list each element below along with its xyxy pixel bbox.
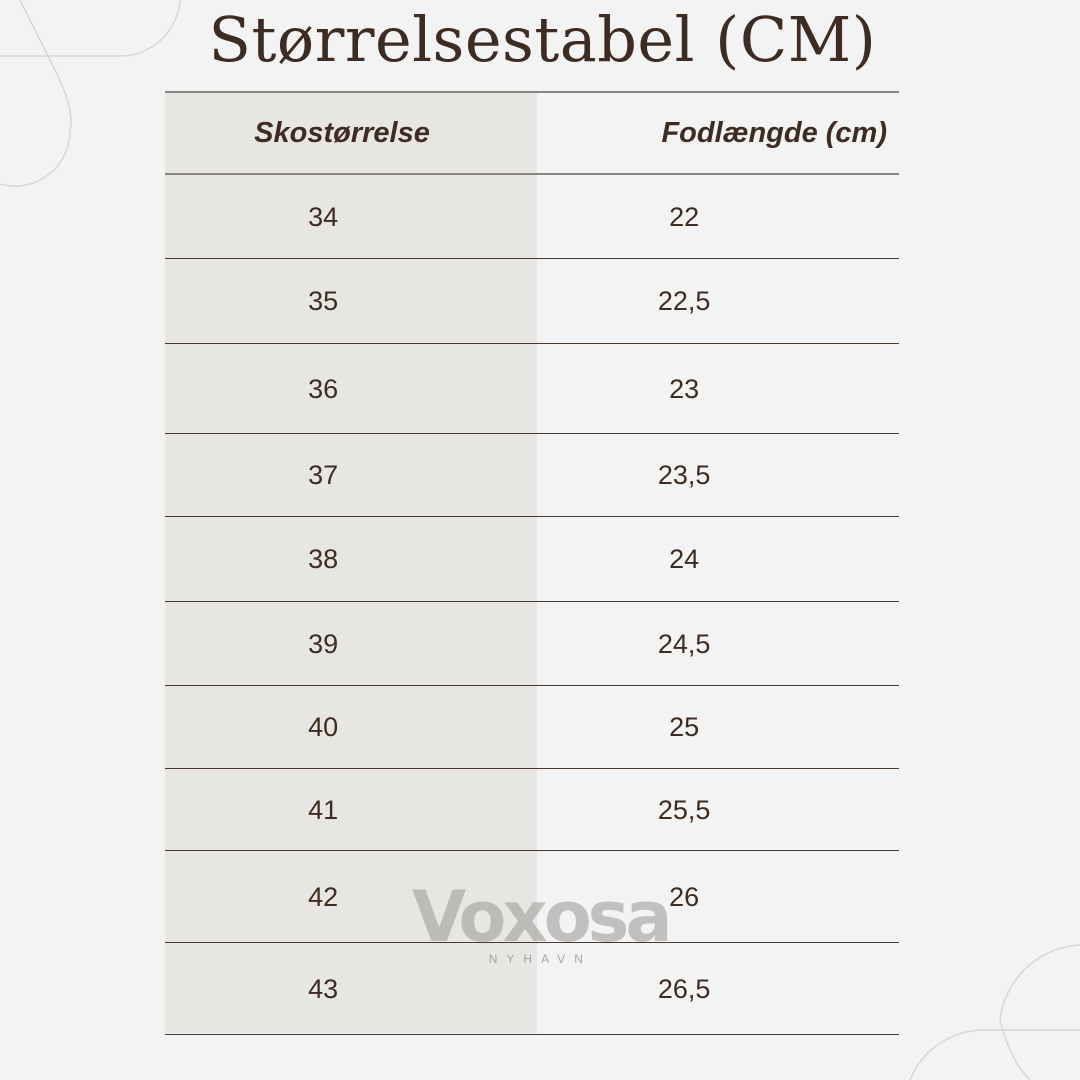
shoe-size-cell: 40 <box>165 686 481 768</box>
table-row: 35 22,5 <box>165 259 899 344</box>
table-row: 40 25 <box>165 686 899 769</box>
shoe-size-cell: 43 <box>165 943 481 1034</box>
foot-length-value: 26,5 <box>657 973 711 1004</box>
foot-length-value: 23,5 <box>657 460 711 490</box>
table-row: 36 23 <box>165 344 899 434</box>
foot-length-value: 24,5 <box>657 628 711 659</box>
shoe-size-value: 43 <box>308 973 339 1004</box>
foot-length-cell: 22,5 <box>469 259 899 343</box>
table-row: 42 26 <box>165 851 899 943</box>
foot-length-value: 22 <box>669 201 700 232</box>
foot-length-cell: 24,5 <box>469 602 899 685</box>
table-row: 38 24 <box>165 517 899 602</box>
brand-watermark: Voxosa NYHAVN <box>412 876 673 966</box>
shoe-size-value: 41 <box>308 794 339 825</box>
watermark-brand: Voxosa <box>412 876 673 958</box>
foot-length-value: 25 <box>669 712 700 742</box>
table-row: 39 24,5 <box>165 602 899 686</box>
foot-length-value: 25,5 <box>657 794 711 825</box>
foot-length-value: 22,5 <box>657 286 711 316</box>
foot-length-value: 24 <box>669 544 700 574</box>
shoe-size-cell: 41 <box>165 769 481 850</box>
header-shoe-size: Skostørrelse <box>254 117 430 149</box>
table-row: 43 26,5 <box>165 943 899 1035</box>
shoe-size-cell: 39 <box>165 602 481 685</box>
foot-length-cell: 26 <box>469 851 899 942</box>
foot-length-value: 26 <box>669 881 700 912</box>
table-row: 34 22 <box>165 175 899 259</box>
shoe-size-value: 35 <box>308 286 339 316</box>
shoe-size-value: 34 <box>308 201 339 232</box>
shoe-size-cell: 35 <box>165 259 481 343</box>
shoe-size-value: 42 <box>308 881 339 912</box>
size-table: Skostørrelse Fodlængde (cm) 34 22 35 22,5 36… <box>165 91 899 1035</box>
watermark-sub: NYHAVN <box>488 952 592 966</box>
foot-length-cell: 25 <box>469 686 899 768</box>
foot-length-cell: 26,5 <box>469 943 899 1034</box>
table-row: 41 25,5 <box>165 769 899 851</box>
shoe-size-value: 36 <box>308 373 339 404</box>
shoe-size-value: 40 <box>308 712 339 742</box>
shoe-size-cell: 34 <box>165 175 481 258</box>
shoe-size-value: 39 <box>308 628 339 659</box>
foot-length-cell: 23 <box>469 344 899 433</box>
shoe-size-cell: 37 <box>165 434 481 516</box>
shoe-size-value: 38 <box>308 544 339 574</box>
shoe-size-cell: 38 <box>165 517 481 601</box>
shoe-size-cell: 36 <box>165 344 481 433</box>
header-foot-length: Fodlængde (cm) <box>661 117 887 149</box>
page-title: Størrelsestabel (CM) <box>208 3 877 76</box>
header-shoe-size-cell: Skostørrelse <box>165 93 519 173</box>
foot-length-value: 23 <box>669 373 700 404</box>
shoe-size-cell: 42 <box>165 851 481 942</box>
foot-length-cell: 24 <box>469 517 899 601</box>
table-row: 37 23,5 <box>165 434 899 517</box>
header-foot-length-cell: Fodlængde (cm) <box>507 93 887 173</box>
column-shade <box>165 92 537 1033</box>
foot-length-cell: 22 <box>469 175 899 258</box>
foot-length-cell: 25,5 <box>469 769 899 850</box>
shoe-size-value: 37 <box>308 460 339 490</box>
foot-length-cell: 23,5 <box>469 434 899 516</box>
table-header-row: Skostørrelse Fodlængde (cm) <box>165 93 899 175</box>
